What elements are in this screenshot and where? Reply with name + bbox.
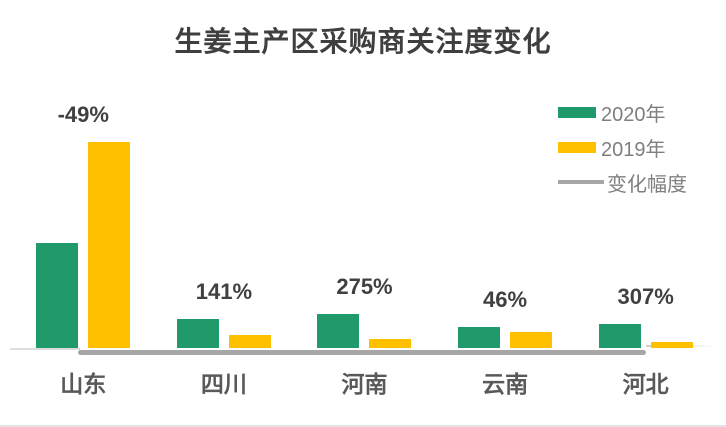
legend: 2020年 2019年 变化幅度 (558, 100, 687, 205)
change-rate-line (78, 350, 646, 355)
category-group: 141% 四川 (154, 0, 295, 397)
category-label: 四川 (200, 371, 247, 397)
change-percent-label: 46% (483, 287, 528, 312)
category-label: 河北 (622, 371, 669, 397)
bar-2020 (458, 327, 501, 348)
legend-label-change: 变化幅度 (607, 173, 687, 196)
axis-baseline-left-segment (10, 348, 80, 350)
legend-line-swatch-icon (558, 180, 604, 184)
bar-pair (575, 324, 716, 348)
category-label: 山东 (60, 371, 107, 397)
bar-2019 (228, 335, 271, 348)
bar-2019 (650, 342, 693, 348)
change-percent-label: -49% (57, 102, 109, 127)
bar-2020 (176, 319, 219, 348)
category-group: -49% 山东 (13, 0, 154, 397)
legend-label-2020: 2020年 (601, 103, 666, 126)
change-percent-label: 275% (336, 274, 393, 299)
category-group: 275% 河南 (294, 0, 435, 397)
legend-swatch-2019-icon (558, 141, 596, 153)
chart-title: 生姜主产区采购商关注度变化 (174, 26, 552, 57)
bar-2020 (317, 314, 360, 348)
legend-swatch-2020-icon (558, 106, 596, 118)
category-label: 河南 (341, 371, 388, 397)
bar-2020 (598, 324, 641, 348)
bar-pair (13, 142, 154, 348)
bar-pair (294, 314, 435, 348)
bar-pair (154, 319, 295, 348)
category-group: 46% 云南 (435, 0, 576, 397)
change-percent-label: 141% (195, 279, 253, 304)
category-group: 307% 河北 (575, 0, 716, 397)
bar-pair (435, 327, 576, 348)
bar-2019 (510, 332, 553, 348)
bar-2020 (36, 243, 79, 348)
bar-2019 (369, 339, 412, 348)
legend-item-2019: 2019年 (558, 135, 687, 161)
legend-item-change: 变化幅度 (558, 170, 687, 196)
legend-item-2020: 2020年 (558, 100, 687, 126)
change-percent-label: 307% (617, 284, 674, 309)
plot-area: -49% 山东 141% 四川 275% 河南 46% 云南 307% 河北 (13, 0, 716, 397)
legend-label-2019: 2019年 (601, 138, 666, 161)
bar-2019 (88, 142, 131, 348)
category-label: 云南 (482, 371, 529, 397)
